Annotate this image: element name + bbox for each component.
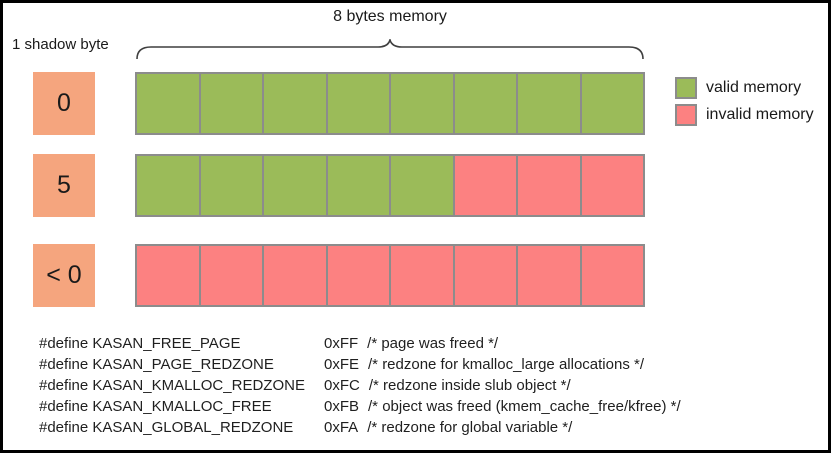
define-line-global-redzone: #define KASAN_GLOBAL_REDZONE 0xFA /* red…	[39, 417, 681, 438]
valid-memory-swatch	[675, 77, 697, 99]
memory-cell-invalid	[262, 246, 326, 305]
memory-cell-valid	[452, 74, 516, 133]
define-line-free-page: #define KASAN_FREE_PAGE 0xFF /* page was…	[39, 333, 681, 354]
define-name: #define KASAN_PAGE_REDZONE	[39, 356, 274, 373]
define-comment: /* page was freed */	[367, 335, 499, 352]
brace-icon	[136, 39, 644, 60]
memory-cell-invalid	[579, 246, 643, 305]
memory-cell-valid	[137, 156, 199, 215]
memory-title: 8 bytes memory	[333, 8, 447, 25]
memory-cell-valid	[198, 156, 262, 215]
define-comment: /* redzone for global variable */	[367, 419, 573, 436]
memory-cell-valid	[516, 74, 580, 133]
define-value: 0xFA	[324, 419, 359, 436]
define-comment: /* redzone inside slub object */	[368, 377, 571, 394]
invalid-memory-swatch	[675, 104, 697, 126]
shadow-byte-label: 1 shadow byte	[12, 36, 109, 53]
memory-cell-invalid	[452, 156, 516, 215]
memory-cell-valid	[137, 74, 199, 133]
define-line-page-redzone: #define KASAN_PAGE_REDZONE 0xFE /* redzo…	[39, 354, 681, 375]
shadow-value-box-5: 5	[33, 154, 95, 217]
memory-cell-valid	[325, 156, 389, 215]
memory-cell-invalid	[198, 246, 262, 305]
define-name: #define KASAN_KMALLOC_FREE	[39, 398, 272, 415]
legend-item-valid: valid memory	[675, 77, 814, 99]
memory-row-3	[135, 244, 645, 307]
memory-cell-invalid	[516, 246, 580, 305]
define-line-kmalloc-redzone: #define KASAN_KMALLOC_REDZONE 0xFC /* re…	[39, 375, 681, 396]
legend-label-invalid: invalid memory	[706, 106, 814, 123]
defines-block: #define KASAN_FREE_PAGE 0xFF /* page was…	[39, 333, 681, 438]
memory-cell-valid	[389, 74, 453, 133]
define-line-kmalloc-free: #define KASAN_KMALLOC_FREE 0xFB /* objec…	[39, 396, 681, 417]
memory-cell-valid	[579, 74, 643, 133]
legend-label-valid: valid memory	[706, 79, 802, 96]
define-comment: /* object was freed (kmem_cache_free/kfr…	[368, 398, 681, 415]
shadow-value-box-neg: < 0	[33, 244, 95, 307]
legend-item-invalid: invalid memory	[675, 104, 814, 126]
memory-cell-valid	[389, 156, 453, 215]
memory-cell-invalid	[452, 246, 516, 305]
memory-cell-valid	[198, 74, 262, 133]
define-name: #define KASAN_GLOBAL_REDZONE	[39, 419, 294, 436]
memory-row-2	[135, 154, 645, 217]
memory-cell-invalid	[579, 156, 643, 215]
legend: valid memory invalid memory	[675, 77, 814, 126]
memory-cell-invalid	[389, 246, 453, 305]
memory-cell-valid	[262, 74, 326, 133]
define-value: 0xFE	[324, 356, 360, 373]
memory-cell-valid	[325, 74, 389, 133]
define-value: 0xFB	[324, 398, 360, 415]
define-comment: /* redzone for kmalloc_large allocations…	[368, 356, 644, 373]
define-value: 0xFC	[324, 377, 360, 394]
define-name: #define KASAN_FREE_PAGE	[39, 335, 241, 352]
memory-row-1	[135, 72, 645, 135]
shadow-value-box-0: 0	[33, 72, 95, 135]
memory-cell-invalid	[516, 156, 580, 215]
memory-cell-invalid	[325, 246, 389, 305]
memory-cell-valid	[262, 156, 326, 215]
define-value: 0xFF	[324, 335, 359, 352]
define-name: #define KASAN_KMALLOC_REDZONE	[39, 377, 305, 394]
memory-cell-invalid	[137, 246, 199, 305]
